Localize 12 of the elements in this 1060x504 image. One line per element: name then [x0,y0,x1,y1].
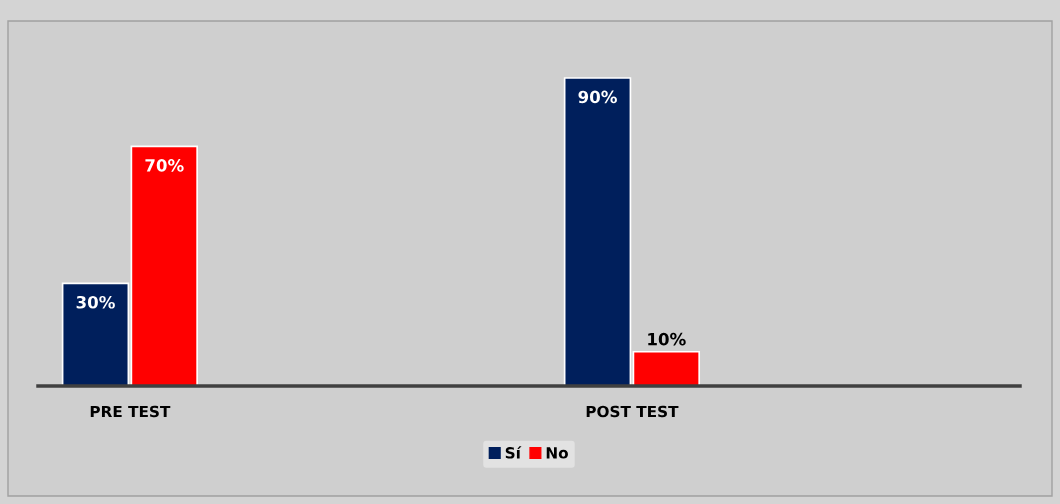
data-label: 30% [76,295,115,309]
data-label: 90% [578,90,617,104]
legend-label: Sí [505,446,522,459]
bar [563,77,632,386]
x-tick-label: POST TEST [586,405,679,418]
bar [130,145,198,386]
bar [61,282,130,386]
bar [632,350,701,386]
x-tick-label: PRE TEST [90,405,171,418]
data-label: 70% [145,159,184,172]
legend-label: No [546,447,568,459]
data-label: 10% [648,332,686,346]
